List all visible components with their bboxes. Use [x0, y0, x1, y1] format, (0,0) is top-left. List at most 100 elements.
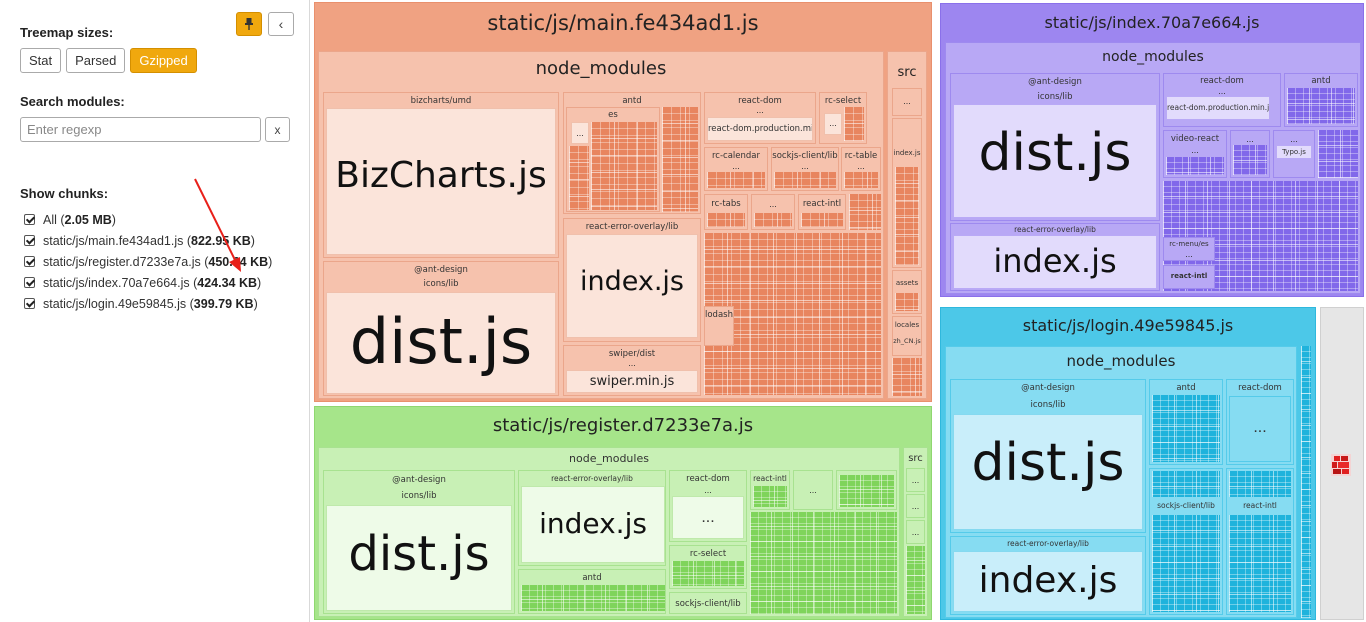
node-modules-tile[interactable]: node_modules bizcharts/umd BizCharts.js … [318, 51, 884, 399]
node-modules-tile[interactable]: node_modules @ant-design icons/lib dist.… [318, 447, 900, 617]
typo-js-tile[interactable]: Typo.js [1276, 145, 1312, 159]
react-dom-prod-tile[interactable]: react-dom.production.min.js [707, 117, 813, 141]
swiper-file-tile[interactable]: swiper.min.js [566, 370, 698, 393]
react-intl-tile[interactable]: react-intl [798, 194, 846, 230]
chunk-tile-index[interactable]: static/js/index.70a7e664.js node_modules… [940, 3, 1364, 297]
dist-file-tile[interactable]: dist.js [953, 414, 1143, 530]
dist-file-tile[interactable]: dist.js [326, 292, 556, 394]
tile-label: rc-menu/es [1169, 240, 1209, 248]
sockjs-client-tile[interactable]: sockjs-client/lib [1149, 468, 1223, 615]
index-file-tile[interactable]: index.js [953, 551, 1143, 612]
module-tile[interactable]: ... [1229, 396, 1291, 462]
ant-design-tile[interactable]: @ant-design icons/lib dist.js [950, 73, 1160, 221]
checkbox[interactable] [24, 256, 35, 267]
module-tile[interactable]: ... Typo.js [1273, 130, 1315, 178]
antd-tile[interactable]: antd [1149, 379, 1223, 465]
module-tile[interactable]: ... [906, 520, 925, 544]
tile-label: ... [1253, 419, 1267, 436]
src-locales-tile[interactable]: locales zh_CN.js [892, 316, 922, 356]
clear-search-button[interactable]: x [265, 117, 290, 142]
module-tile[interactable]: ... [906, 468, 925, 492]
chevron-left-icon: ‹ [278, 16, 284, 32]
checkbox[interactable] [24, 298, 35, 309]
node-modules-tile[interactable]: node_modules @ant-design icons/lib dist.… [945, 42, 1361, 294]
react-dom-tile[interactable]: react-dom ... react-dom.production.min.j… [1163, 73, 1281, 127]
chunk-tile-register[interactable]: static/js/register.d7233e7a.js node_modu… [314, 406, 932, 620]
src-assets-tile[interactable]: assets [892, 270, 922, 314]
dist-file-tile[interactable]: dist.js [326, 505, 512, 611]
gzipped-size-button[interactable]: Gzipped [130, 48, 197, 73]
pin-button[interactable] [236, 12, 262, 36]
react-dom-tile[interactable]: react-dom ... ... [669, 470, 747, 542]
parsed-size-button[interactable]: Parsed [66, 48, 126, 73]
ant-design-tile[interactable]: @ant-design icons/lib dist.js [323, 261, 559, 396]
chunk-item-login[interactable]: static/js/login.49e59845.js (399.79 KB) [24, 293, 272, 314]
rc-table-tile[interactable]: rc-table ... [841, 147, 881, 191]
stat-size-button[interactable]: Stat [20, 48, 62, 73]
react-error-overlay-tile[interactable]: react-error-overlay/lib index.js [950, 223, 1160, 291]
ant-design-tile[interactable]: @ant-design icons/lib dist.js [323, 470, 515, 614]
react-dom-tile[interactable]: react-dom ... [1226, 379, 1294, 465]
chunk-item-main[interactable]: static/js/main.fe434ad1.js (822.95 KB) [24, 230, 272, 251]
react-intl-tile[interactable]: react-intl [750, 470, 790, 510]
node-modules-tile[interactable]: node_modules @ant-design icons/lib dist.… [945, 346, 1297, 618]
rc-select-tile[interactable]: rc-select ... [819, 92, 867, 144]
module-tile[interactable] [836, 470, 897, 510]
chunk-item-register[interactable]: static/js/register.d7233e7a.js (450.64 K… [24, 251, 272, 272]
chunk-item-index[interactable]: static/js/index.70a7e664.js (424.34 KB) [24, 272, 272, 293]
antd-es-tile[interactable]: es ... [566, 107, 660, 212]
react-intl-tile[interactable]: react-intl [1226, 468, 1294, 615]
antd-tile[interactable]: antd [1284, 73, 1358, 127]
index-file-tile[interactable]: index.js [566, 234, 698, 338]
bizcharts-tile[interactable]: bizcharts/umd BizCharts.js [323, 92, 559, 258]
swiper-tile[interactable]: swiper/dist ... swiper.min.js [563, 345, 701, 396]
tile-label: @ant-design [392, 475, 446, 485]
index-file-tile[interactable]: index.js [953, 235, 1157, 289]
react-error-overlay-tile[interactable]: react-error-overlay/lib index.js [563, 218, 701, 342]
react-intl-tile[interactable]: react-intl [1163, 265, 1215, 289]
bizcharts-file-tile[interactable]: BizCharts.js [326, 108, 556, 255]
rc-menu-tile[interactable]: rc-menu/es ... [1163, 237, 1215, 261]
module-tile[interactable]: ... [1230, 130, 1270, 178]
sockjs-client-tile[interactable]: sockjs-client/lib [669, 592, 747, 614]
rc-select-tile[interactable]: rc-select [669, 545, 747, 589]
module-tile[interactable]: ... [906, 494, 925, 518]
module-tile[interactable]: ... [751, 194, 795, 230]
react-dom-prod-tile[interactable]: react-dom.production.min.js [1166, 96, 1270, 120]
video-react-tile[interactable]: video-react ... [1163, 130, 1227, 178]
rc-calendar-tile[interactable]: rc-calendar ... [704, 147, 768, 191]
tile-label: locales [894, 321, 920, 329]
react-error-overlay-tile[interactable]: react-error-overlay/lib index.js [950, 536, 1146, 615]
checkbox[interactable] [24, 235, 35, 246]
chunk-item-all[interactable]: All (2.05 MB) [24, 209, 272, 230]
antd-tile[interactable]: antd es ... [563, 92, 701, 214]
src-tile[interactable]: src ... ... ... [903, 447, 928, 617]
module-tile[interactable]: ... [892, 88, 922, 116]
src-index-tile[interactable]: index.js [892, 118, 922, 268]
tile-label: dist.js [978, 123, 1132, 183]
checkbox[interactable] [24, 277, 35, 288]
src-tile[interactable]: src ... index.js assets locales zh_CN.js [887, 51, 927, 399]
search-input[interactable] [20, 117, 261, 142]
react-dom-tile[interactable]: react-dom ... react-dom.production.min.j… [704, 92, 816, 144]
collapse-sidebar-button[interactable]: ‹ [268, 12, 294, 36]
module-tile[interactable]: ... [824, 113, 842, 135]
tile-label: ... [1290, 134, 1298, 144]
rc-tabs-tile[interactable]: rc-tabs [704, 194, 748, 230]
module-tile[interactable]: ... [571, 122, 589, 144]
checkbox[interactable] [24, 214, 35, 225]
module-mosaic [1229, 515, 1291, 612]
lodash-tile[interactable]: lodash [704, 306, 734, 346]
dist-file-tile[interactable]: dist.js [953, 104, 1157, 218]
chunk-tile-small[interactable] [1320, 307, 1364, 620]
module-tile[interactable]: ... [793, 470, 833, 510]
react-error-overlay-tile[interactable]: react-error-overlay/lib index.js [518, 470, 666, 566]
chunk-tile-main[interactable]: static/js/main.fe434ad1.js node_modules … [314, 2, 932, 402]
sockjs-client-tile[interactable]: sockjs-client/lib ... [771, 147, 839, 191]
ant-design-tile[interactable]: @ant-design icons/lib dist.js [950, 379, 1146, 533]
chunk-tile-login[interactable]: static/js/login.49e59845.js node_modules… [940, 307, 1316, 620]
antd-tile[interactable]: antd [518, 569, 666, 614]
module-tile[interactable]: ... [672, 496, 744, 539]
tile-label: assets [895, 279, 919, 287]
index-file-tile[interactable]: index.js [521, 486, 665, 563]
